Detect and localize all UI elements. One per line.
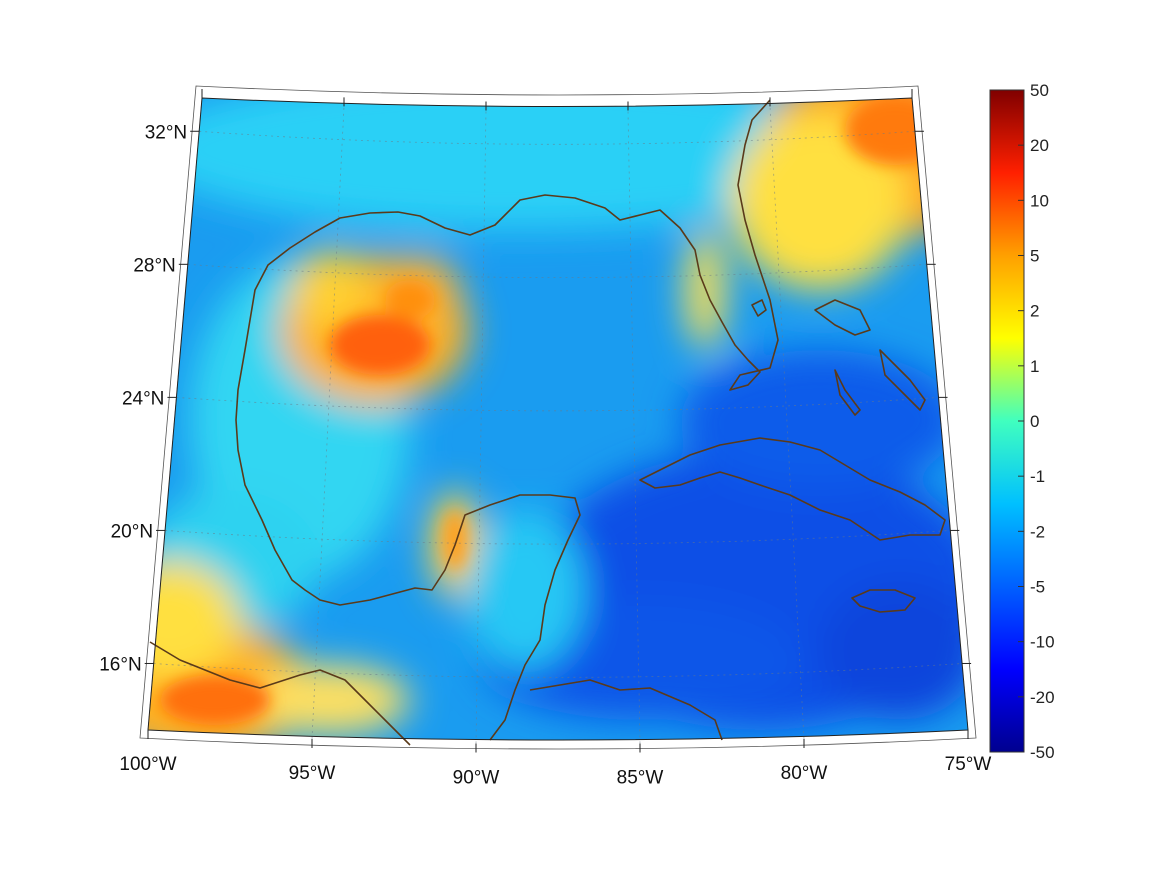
colorbar-tick-label: -50 xyxy=(1030,743,1055,762)
lon-tick-label: 75°W xyxy=(945,754,992,775)
colorbar-tick-label: 10 xyxy=(1030,191,1049,210)
data-field xyxy=(148,98,968,740)
lon-tick-label: 90°W xyxy=(453,767,500,788)
colorbar-tick-label: 20 xyxy=(1030,136,1049,155)
lat-tick-label: 28°N xyxy=(133,255,175,276)
parallel-line xyxy=(165,530,951,545)
colorbar-tick-label: 0 xyxy=(1030,412,1039,431)
colorbar-tick-label: 50 xyxy=(1030,81,1049,100)
colorbar-tick-label: 2 xyxy=(1030,302,1039,321)
colorbar-tick-label: 5 xyxy=(1030,247,1039,266)
colorbar-tick-label: -2 xyxy=(1030,522,1045,541)
lon-tick-label: 85°W xyxy=(617,767,664,788)
colorbar-tick-label: 1 xyxy=(1030,357,1039,376)
colorbar-tick-label: -5 xyxy=(1030,578,1045,597)
colorbar-tick-label: -10 xyxy=(1030,633,1055,652)
colorbar-tick-label: -1 xyxy=(1030,467,1045,486)
lon-tick-label: 100°W xyxy=(119,754,176,775)
latitude-ticks: 16°N 20°N 24°N 28°N 32°N xyxy=(99,122,972,675)
lon-tick-label: 80°W xyxy=(781,763,828,784)
lat-tick-label: 16°N xyxy=(99,654,141,675)
longitude-ticks: 100°W 95°W 90°W 85°W 80°W 75°W xyxy=(119,89,991,788)
lat-tick-label: 20°N xyxy=(111,521,153,542)
coastlines xyxy=(149,99,946,746)
lat-tick-label: 32°N xyxy=(145,122,187,143)
colorbar-tick-label: -20 xyxy=(1030,688,1055,707)
parallel-line xyxy=(176,397,939,412)
lat-tick-label: 24°N xyxy=(122,388,164,409)
lon-tick-label: 95°W xyxy=(289,763,336,784)
